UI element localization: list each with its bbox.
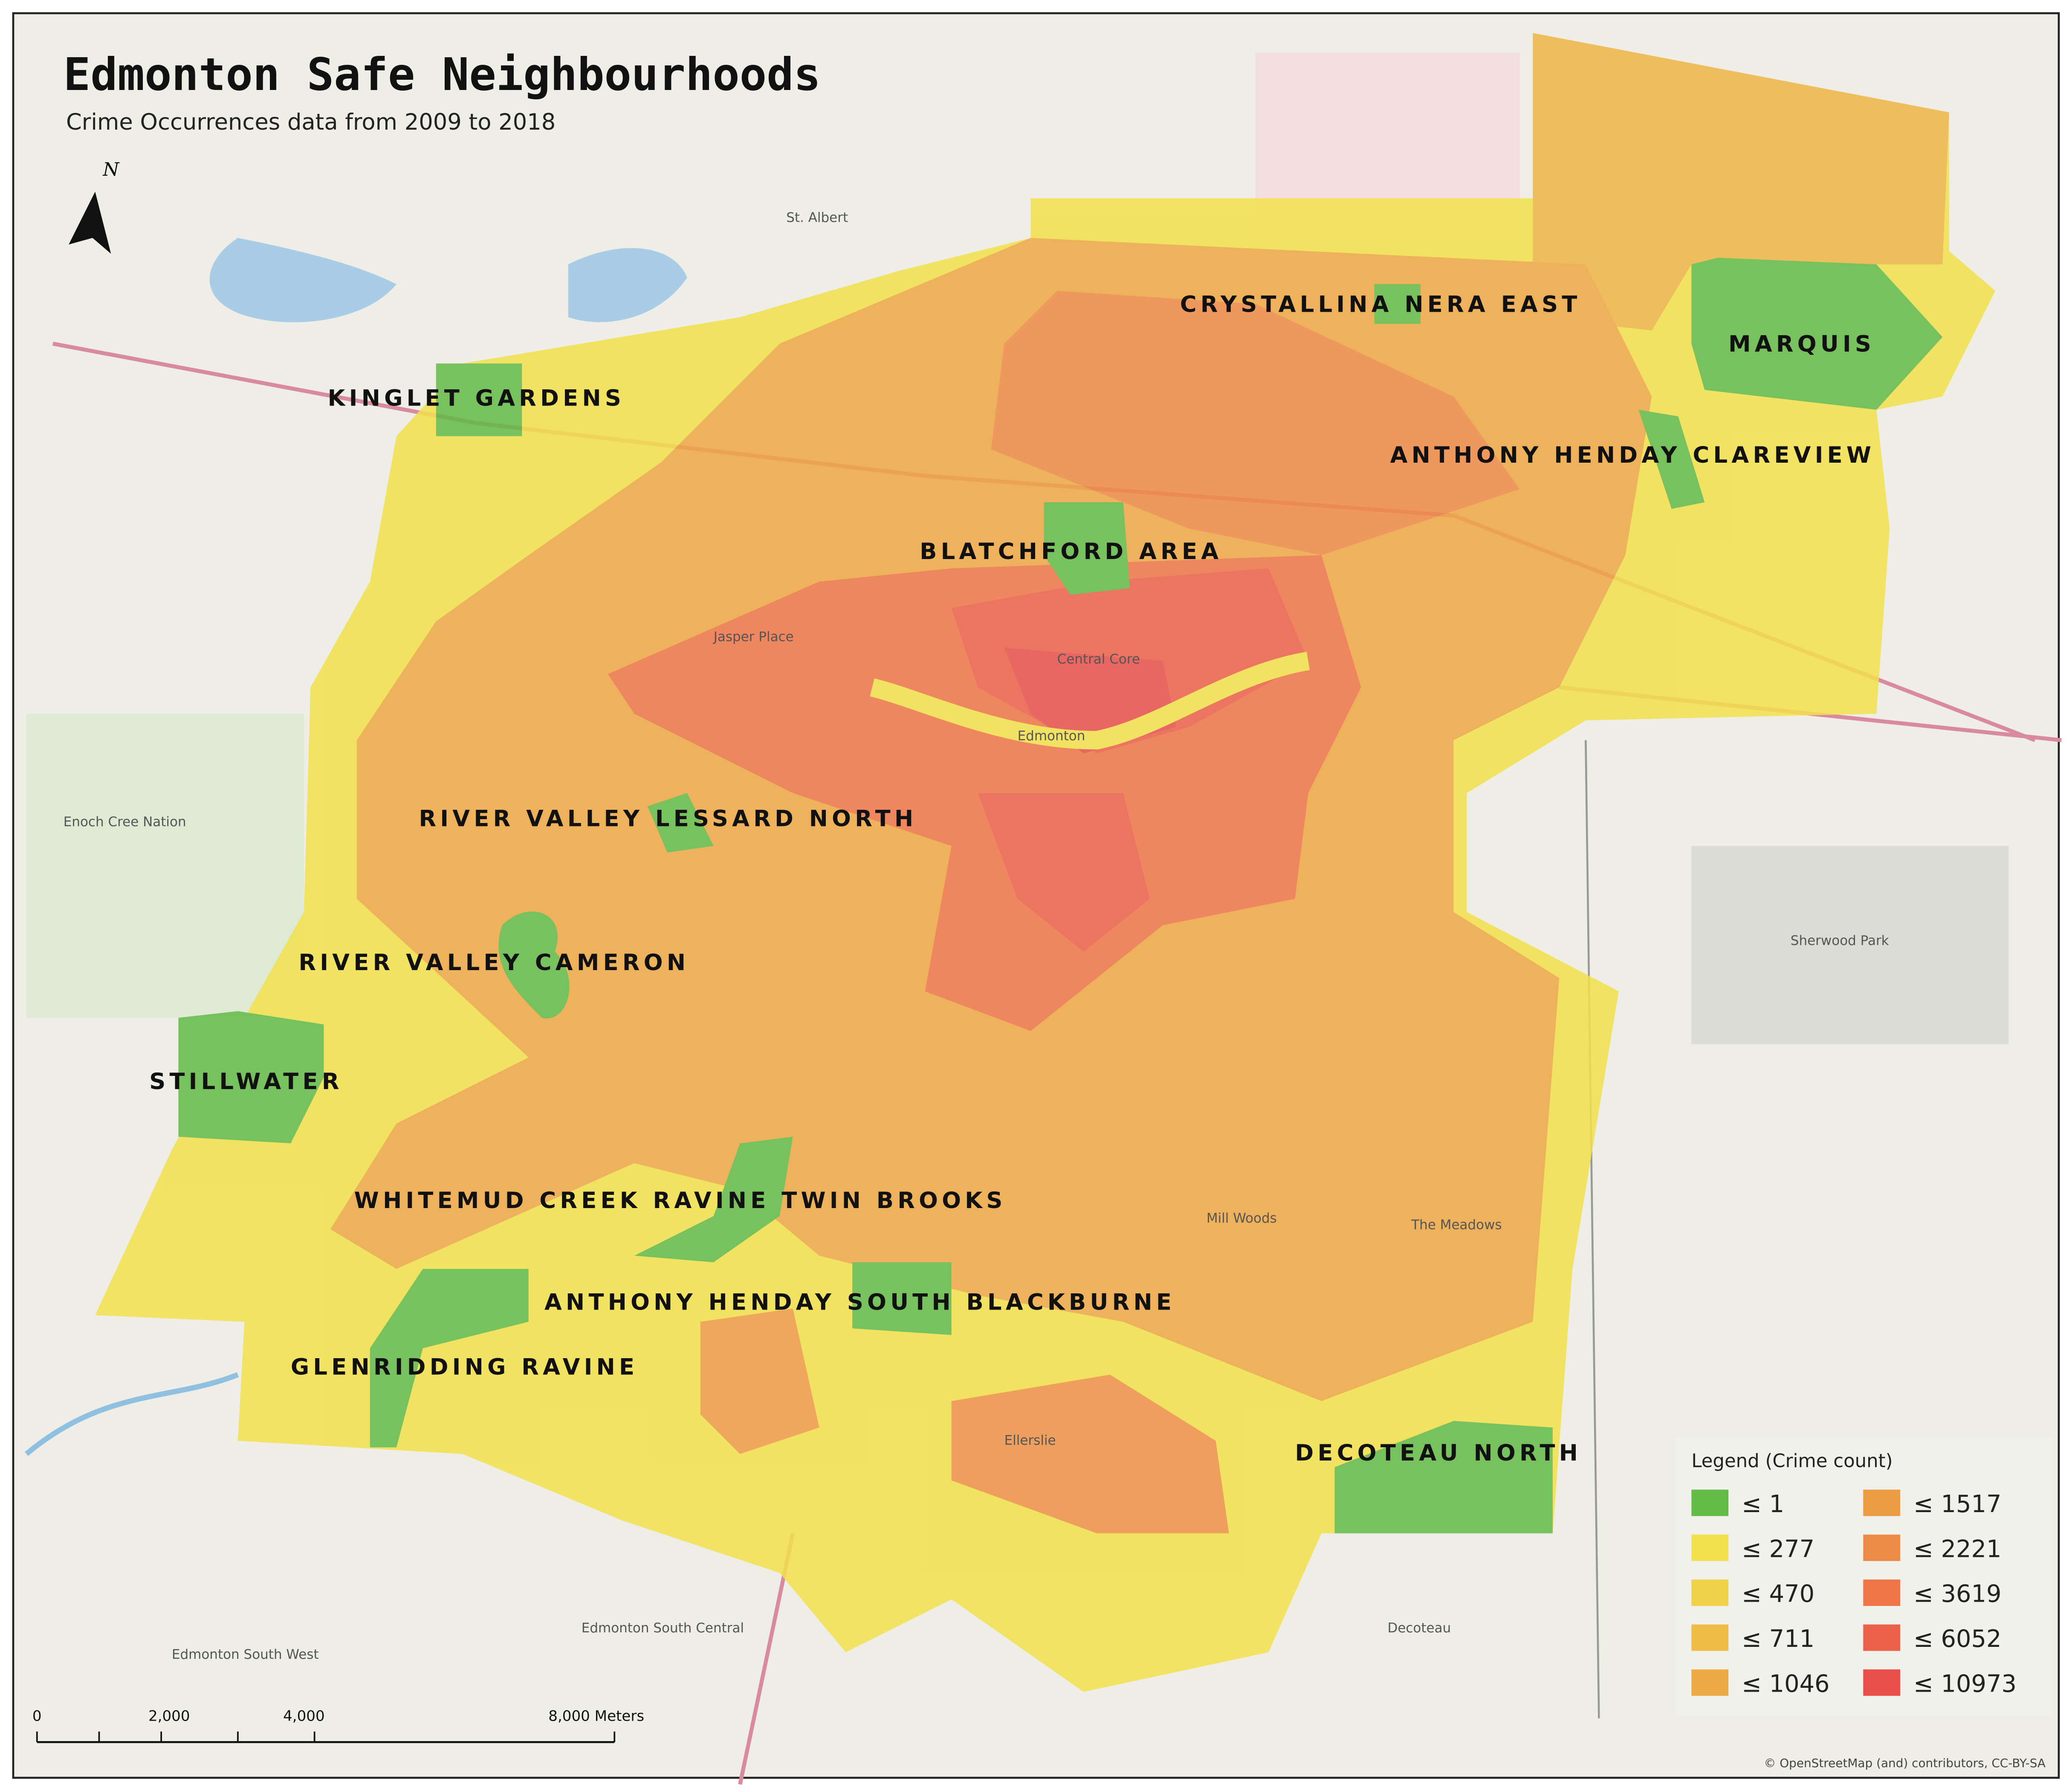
title: Edmonton Safe Neighbourhoods (64, 48, 821, 101)
river-valley (870, 652, 1310, 750)
legend-swatch (1691, 1579, 1729, 1606)
legend-label: ≤ 470 (1742, 1580, 1814, 1608)
legend-label: ≤ 6052 (1913, 1625, 2001, 1653)
place-label: Sherwood Park (1791, 933, 1889, 948)
legend-label: ≤ 1046 (1742, 1670, 1829, 1698)
neighbourhood-label: BLATCHFORD AREA (920, 539, 1222, 565)
legend-label: ≤ 1517 (1913, 1490, 2001, 1518)
north-arrow: N (69, 159, 120, 254)
neighbourhood-label: DECOTEAU NORTH (1295, 1440, 1582, 1466)
scale-bar: 0 2,000 4,000 8,000 Meters (32, 1708, 644, 1743)
scale-label: 2,000 (148, 1708, 190, 1725)
lake (209, 238, 396, 322)
safe-area (1044, 502, 1130, 595)
safe-area (1638, 409, 1705, 509)
subtitle: Crime Occurrences data from 2009 to 2018 (66, 109, 556, 135)
region (700, 1308, 819, 1454)
legend-title: Legend (Crime count) (1691, 1451, 1893, 1472)
lake (568, 248, 687, 322)
legend-swatch (1863, 1579, 1901, 1606)
safe-area (436, 363, 522, 436)
safe-area (634, 1136, 793, 1263)
scale-label: 0 (32, 1708, 42, 1725)
place-label: Central Core (1057, 652, 1140, 667)
urban-area (1691, 846, 2009, 1044)
legend-swatch (1691, 1669, 1729, 1696)
attribution: © OpenStreetMap (and) contributors, CC-B… (1764, 1756, 2046, 1770)
region (1533, 33, 1949, 330)
neighbourhood-label: STILLWATER (149, 1069, 343, 1095)
legend-label: ≤ 2221 (1913, 1535, 2001, 1563)
place-label: Enoch Cree Nation (64, 814, 186, 829)
legend-label: ≤ 1 (1742, 1490, 1784, 1518)
railway (1585, 740, 1600, 1719)
place-label: Edmonton (1018, 728, 1085, 744)
safe-area (370, 1269, 529, 1448)
safe-area (647, 793, 714, 853)
place-label: Mill Woods (1207, 1211, 1277, 1226)
legend-swatch (1691, 1534, 1729, 1561)
north-arrow-shape (69, 191, 111, 254)
neighbourhood-label: MARQUIS (1728, 331, 1875, 357)
north-label: N (102, 159, 120, 180)
legend-swatch (1863, 1669, 1901, 1696)
region (978, 793, 1150, 952)
legend-swatch (1863, 1624, 1901, 1651)
river (25, 1372, 239, 1456)
neighbourhood-label: GLENRIDDING RAVINE (291, 1354, 638, 1380)
safe-area (178, 1011, 324, 1144)
safe-area (1691, 258, 1943, 410)
legend-swatch (1691, 1624, 1729, 1651)
crime-choropleth (95, 33, 1996, 1692)
place-label: Edmonton South Central (582, 1620, 744, 1636)
place-label: Jasper Place (713, 629, 794, 644)
place-label: St. Albert (786, 210, 848, 226)
place-label: The Meadows (1411, 1217, 1502, 1233)
scale-label: 8,000 Meters (548, 1708, 644, 1725)
legend: ≤ 1 ≤ 277 ≤ 470 ≤ 711 ≤ 1046 ≤ 1517 ≤ 2221 ≤ 36… (1691, 1490, 2017, 1698)
neighbourhood-label: WHITEMUD CREEK RAVINE TWIN BROOKS (354, 1188, 1007, 1214)
legend-swatch (1863, 1490, 1901, 1516)
neighbourhood-label: ANTHONY HENDAY CLAREVIEW (1390, 442, 1875, 468)
place-label: Decoteau (1387, 1620, 1451, 1636)
neighbourhood-labels: KINGLET GARDENS CRYSTALLINA NERA EAST MARQ… (149, 292, 1875, 1466)
place-labels: St. Albert Sherwood Park Edmonton Enoch Cre… (64, 210, 1889, 1662)
legend-label: ≤ 3619 (1913, 1580, 2001, 1608)
neighbourhood-label: RIVER VALLEY CAMERON (298, 950, 689, 976)
legend-swatch (1863, 1534, 1901, 1561)
legend-label: ≤ 10973 (1913, 1670, 2017, 1698)
place-label: Ellerslie (1004, 1433, 1056, 1448)
safe-area (1374, 284, 1421, 324)
legend-swatch (1691, 1490, 1729, 1516)
neighbourhood-label: RIVER VALLEY LESSARD NORTH (419, 806, 917, 832)
legend-label: ≤ 277 (1742, 1535, 1814, 1563)
safe-area (1334, 1421, 1553, 1533)
legend-label: ≤ 711 (1742, 1625, 1814, 1653)
region (991, 290, 1520, 555)
neighbourhood-label: ANTHONY HENDAY SOUTH BLACKBURNE (544, 1290, 1175, 1316)
neighbourhood-label: KINGLET GARDENS (328, 385, 625, 412)
forest (26, 713, 304, 1018)
neighbourhood-label: CRYSTALLINA NERA EAST (1180, 292, 1581, 318)
safe-area (498, 911, 570, 1019)
place-label: Edmonton South West (172, 1647, 319, 1662)
scale-label: 4,000 (283, 1708, 325, 1725)
safe-area (852, 1262, 952, 1335)
region (951, 1374, 1229, 1533)
